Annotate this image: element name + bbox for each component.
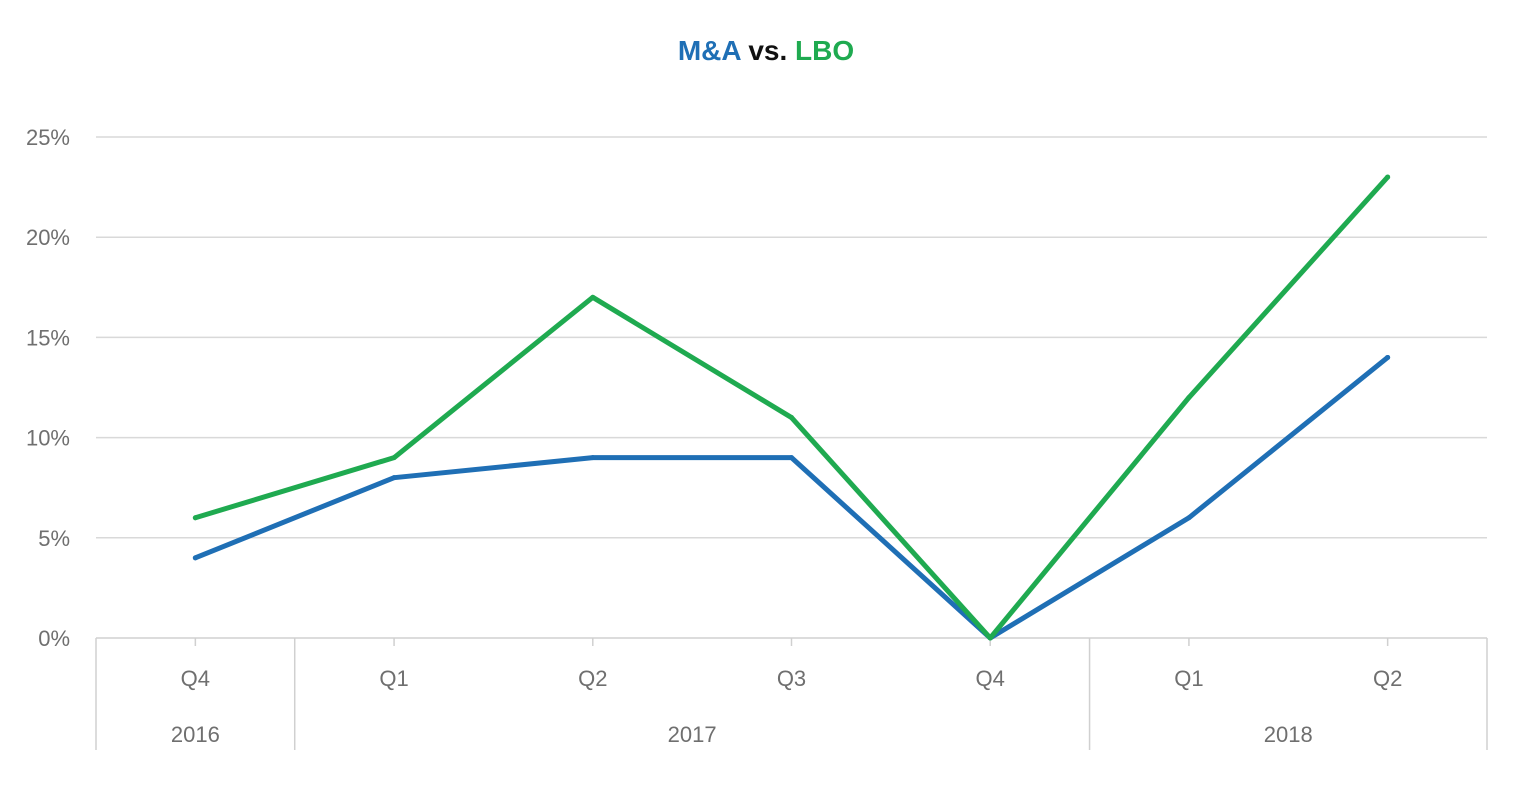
x-category-label: Q4: [976, 666, 1005, 691]
x-category-label: Q3: [777, 666, 806, 691]
data-point-lbo: [391, 455, 397, 461]
chart-title: M&A vs. LBO: [678, 35, 854, 66]
y-tick-label: 25%: [26, 125, 70, 150]
x-category-label: Q1: [1174, 666, 1203, 691]
chart-title-part: M&A: [678, 35, 742, 66]
data-point-ma: [192, 555, 198, 561]
series-line-ma: [192, 354, 1391, 641]
data-point-lbo: [987, 635, 993, 641]
x-group-label: 2018: [1264, 722, 1313, 747]
x-group-label: 2016: [171, 722, 220, 747]
x-axis: Q4 Q1 Q2 Q3 Q4 Q1 Q2 2016 2017 2018: [95, 638, 1488, 750]
y-tick-label: 15%: [26, 325, 70, 350]
y-tick-label: 20%: [26, 225, 70, 250]
chart-title-part: LBO: [795, 35, 854, 66]
series-line-lbo: [192, 174, 1391, 641]
y-tick-label: 0%: [38, 626, 70, 651]
data-point-ma: [590, 455, 596, 461]
data-point-lbo: [1385, 174, 1391, 180]
y-tick-label: 5%: [38, 526, 70, 551]
x-group-label: 2017: [668, 722, 717, 747]
data-point-lbo: [789, 415, 794, 421]
x-category-label: Q2: [578, 666, 607, 691]
x-category-label: Q4: [181, 666, 210, 691]
chart-title-part: vs.: [741, 35, 795, 66]
data-point-ma: [789, 455, 794, 461]
data-point-lbo: [590, 294, 596, 300]
data-point-lbo: [1186, 395, 1192, 401]
y-axis: 0% 5% 10% 15% 20% 25%: [26, 125, 70, 651]
gridlines: [96, 136, 1487, 639]
data-point-ma: [1385, 354, 1391, 360]
data-point-ma: [1186, 515, 1192, 521]
x-category-label: Q2: [1373, 666, 1402, 691]
series-layer: [192, 174, 1391, 641]
y-tick-label: 10%: [26, 426, 70, 451]
data-point-ma: [391, 475, 397, 481]
data-point-lbo: [192, 515, 198, 521]
x-category-label: Q1: [379, 666, 408, 691]
